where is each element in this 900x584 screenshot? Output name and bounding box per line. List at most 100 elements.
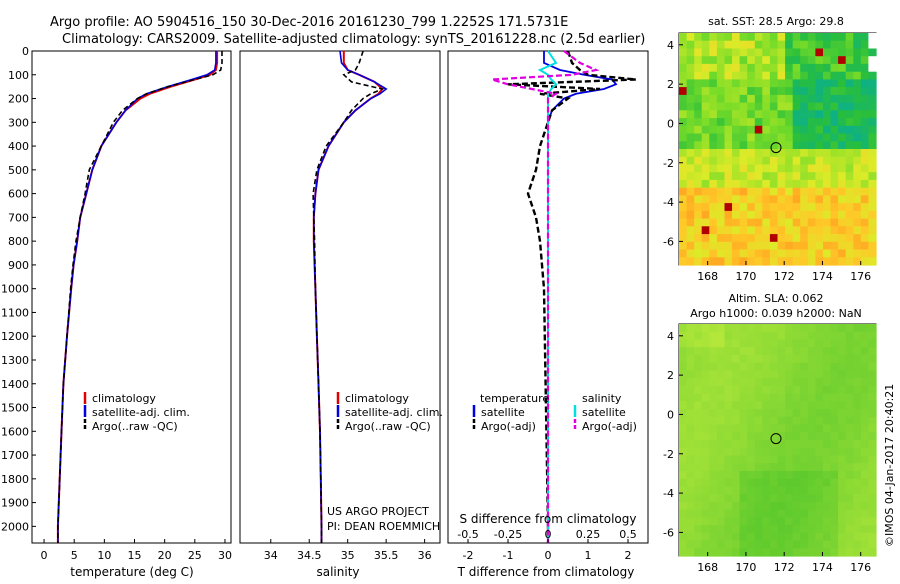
salinity-legend: climatology satellite-adj. clim. Argo(..… xyxy=(336,392,443,433)
map-cell xyxy=(800,470,809,480)
map-cell xyxy=(777,63,786,73)
map-cell xyxy=(739,401,748,410)
map-cell xyxy=(701,102,710,111)
map-cell xyxy=(747,378,756,387)
map-cell xyxy=(860,486,869,495)
map-cell xyxy=(792,370,801,379)
map-cell xyxy=(838,118,847,127)
map-cell xyxy=(716,179,726,189)
map-cell xyxy=(754,118,763,127)
map-cell xyxy=(716,164,726,173)
map-cell xyxy=(830,63,839,73)
map-cell xyxy=(769,347,779,356)
map-cell xyxy=(694,370,703,379)
map-cell xyxy=(838,56,847,65)
map-cell xyxy=(762,218,771,227)
map-cell xyxy=(762,187,771,196)
map-cell xyxy=(830,354,839,364)
map-cell xyxy=(777,33,786,42)
depth-tick-label: 2000 xyxy=(1,520,29,533)
map-cell xyxy=(845,33,854,42)
map-cell xyxy=(709,172,718,181)
map-cell xyxy=(785,203,794,212)
map-cell xyxy=(853,71,862,80)
map-cell xyxy=(815,409,824,418)
map-cell xyxy=(762,149,771,158)
map-cell xyxy=(732,40,741,49)
map-cell xyxy=(709,509,718,518)
map-cell xyxy=(701,509,710,518)
map-cell xyxy=(830,156,839,165)
map-cell xyxy=(747,63,756,73)
map-cell xyxy=(732,133,741,142)
map-cell xyxy=(815,540,824,549)
map-cell xyxy=(800,226,809,235)
map-cell xyxy=(762,79,771,88)
map-cell xyxy=(860,362,869,371)
map-cell xyxy=(845,354,854,364)
map-cell xyxy=(868,125,877,135)
map-cell xyxy=(709,118,718,127)
map-cell xyxy=(762,226,771,235)
map-cell xyxy=(732,33,741,42)
s-difference-axis-label: S difference from climatology xyxy=(460,512,637,526)
map-cell xyxy=(815,424,824,433)
map-cell xyxy=(739,257,748,266)
map-cell xyxy=(679,218,688,227)
map-cell xyxy=(777,424,786,433)
map-cell xyxy=(853,463,862,472)
map-cell xyxy=(754,370,763,379)
map-cell xyxy=(747,447,756,456)
map-cell xyxy=(777,324,786,333)
map-cell xyxy=(853,210,862,220)
map-cell xyxy=(716,432,726,441)
map-cell xyxy=(830,463,839,472)
map-cell xyxy=(868,156,877,165)
map-cell xyxy=(807,195,816,204)
map-cell xyxy=(823,125,832,135)
map-cell xyxy=(732,525,741,534)
map-cell xyxy=(838,79,847,88)
map-cell xyxy=(679,385,688,395)
map-cell xyxy=(845,133,854,142)
lat-tick-label: -4 xyxy=(663,487,674,500)
map-cell xyxy=(838,102,847,111)
map-cell xyxy=(830,234,839,243)
map-cell xyxy=(709,203,718,212)
map-cell xyxy=(777,187,786,196)
map-cell xyxy=(769,156,779,165)
map-cell xyxy=(838,501,847,511)
map-cell xyxy=(845,257,854,266)
map-cell xyxy=(732,401,741,410)
map-cell xyxy=(739,141,748,150)
map-cell xyxy=(694,156,703,165)
map-cell xyxy=(838,478,847,487)
map-cell xyxy=(754,179,763,189)
map-cell xyxy=(815,210,824,220)
map-cell xyxy=(716,33,726,42)
map-cell xyxy=(747,118,756,127)
map-cell xyxy=(777,40,786,49)
map-cell xyxy=(754,339,763,348)
map-cell xyxy=(838,532,847,542)
map-cell xyxy=(686,501,695,511)
depth-tick-label: 1200 xyxy=(1,330,29,343)
map-cell xyxy=(785,447,794,456)
map-cell xyxy=(830,133,839,142)
map-cell xyxy=(724,470,733,480)
map-cell xyxy=(785,440,794,449)
s-diff-tick-label: 0.25 xyxy=(576,528,601,541)
map-cell xyxy=(815,125,824,135)
map-cell xyxy=(747,393,756,402)
depth-tick-label: 1400 xyxy=(1,378,29,391)
map-cell xyxy=(694,432,703,441)
map-cell xyxy=(785,463,794,472)
map-cell xyxy=(754,226,763,235)
map-cell xyxy=(701,118,710,127)
map-cell xyxy=(853,172,862,181)
map-cell xyxy=(823,87,832,96)
map-cell xyxy=(853,102,862,111)
map-cell xyxy=(694,48,703,57)
map-cell xyxy=(769,102,779,111)
map-cell xyxy=(777,509,786,518)
